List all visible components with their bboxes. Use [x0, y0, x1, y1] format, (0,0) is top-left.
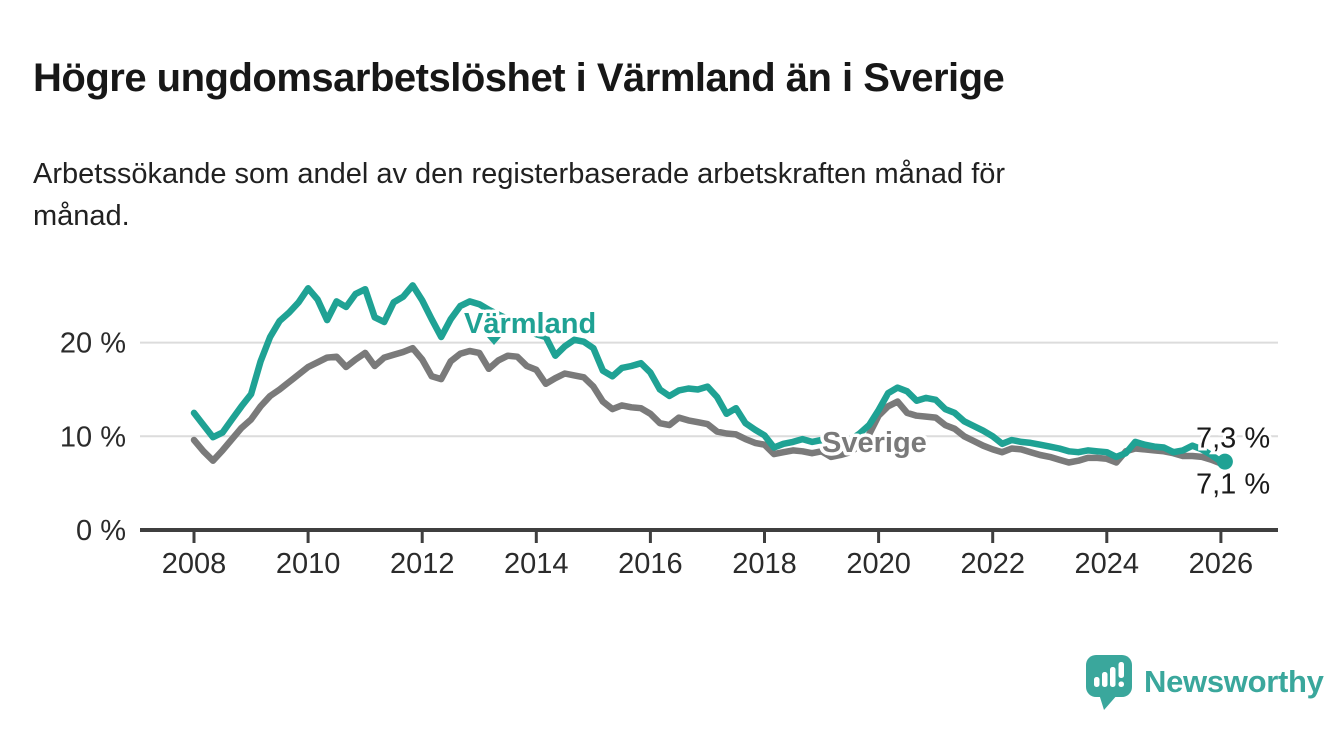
chart-subtitle-line1: Arbetssökande som andel av den registerb…	[33, 158, 1006, 190]
speech-bubble-bar-chart-icon	[1086, 655, 1132, 710]
x-axis-label-2008: 2008	[162, 548, 227, 580]
series-end-dot-vrmland	[1216, 453, 1233, 470]
chart-subtitle-line2: månad.	[33, 200, 130, 233]
x-axis-label-2016: 2016	[618, 548, 683, 580]
series-line-vrmland	[190, 282, 1225, 465]
y-axis-label-10: 10 %	[60, 421, 126, 453]
chart-subtitle: Arbetssökande som andel av den registerb…	[33, 153, 1233, 237]
x-axis-label-2014: 2014	[504, 548, 569, 580]
series-label-vrmland: Värmland	[464, 308, 596, 340]
end-value-label-sverige: 7,1 %	[1196, 468, 1270, 500]
end-value-label-vrmland: 7,3 %	[1196, 423, 1270, 455]
x-axis-label-2012: 2012	[390, 548, 455, 580]
x-axis-label-2018: 2018	[732, 548, 797, 580]
page-title: Högre ungdomsarbetslöshet i Värmland än …	[33, 55, 1005, 100]
varmland-label-caret-icon	[487, 337, 501, 345]
series-line-sverige	[190, 344, 1225, 467]
x-axis-label-2020: 2020	[846, 548, 911, 580]
x-axis-label-2026: 2026	[1189, 548, 1254, 580]
newsworthy-logo: Newsworthy	[1085, 653, 1324, 711]
newsworthy-wordmark: Newsworthy	[1144, 664, 1324, 699]
y-axis-label-20: 20 %	[60, 328, 126, 360]
x-axis-label-2010: 2010	[276, 548, 341, 580]
x-axis-label-2024: 2024	[1075, 548, 1140, 580]
series-label-sverige: Sverige	[822, 427, 927, 459]
x-axis-label-2022: 2022	[960, 548, 1025, 580]
y-axis-label-0: 0 %	[76, 515, 126, 547]
